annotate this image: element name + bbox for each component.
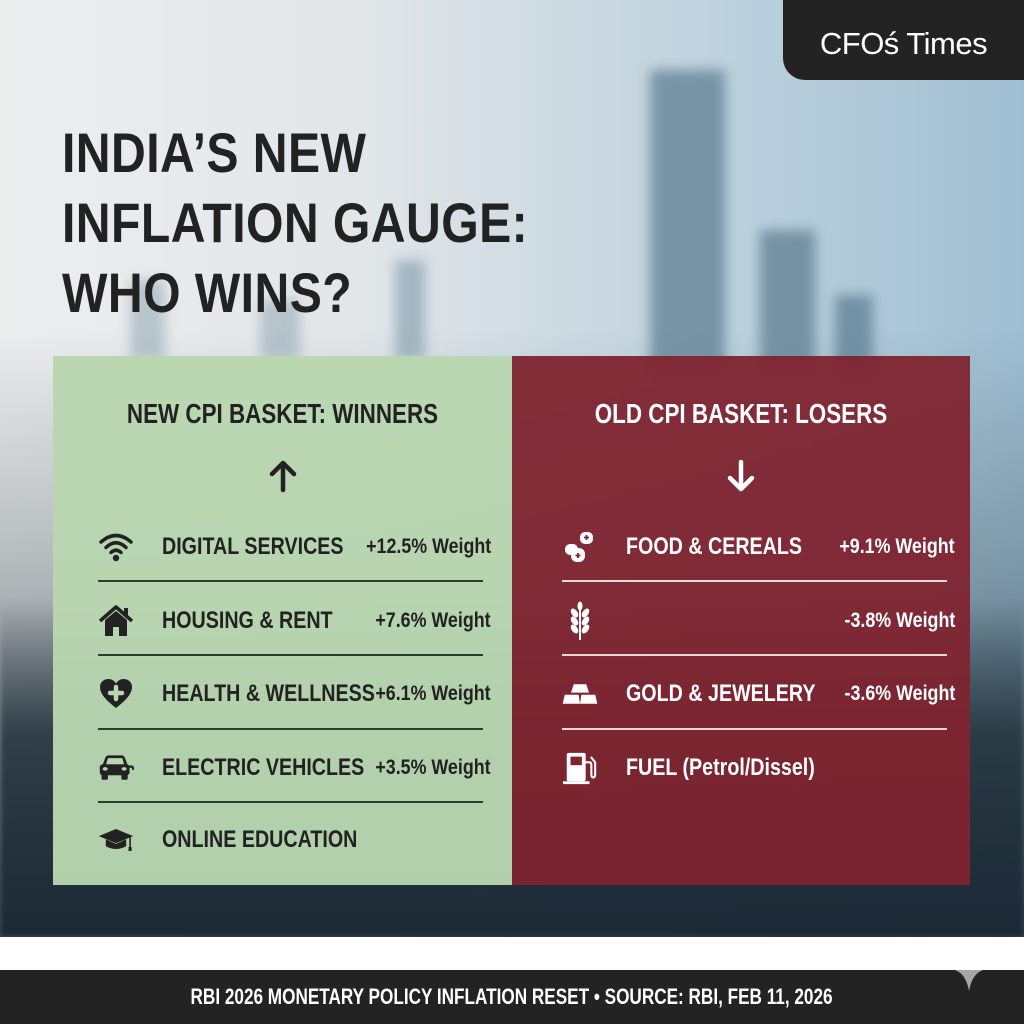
white-separator-strip [0,937,1024,970]
winners-title: NEW CPI BASKET: WINNERS [126,398,439,429]
skyscraper-shape [130,280,165,360]
graduation-cap-icon [98,823,134,857]
item-label: HOUSING & RENT [162,607,333,634]
item-weight: -3.6% Weight [844,682,955,705]
item-weight: +3.5% Weight [375,756,491,779]
winners-row-electric-vehicles: ELECTRIC VEHICLES +3.5% Weight [98,748,491,788]
item-label: HEALTH & WELLNESS [162,680,375,707]
headline-line-3: WHO WINS? [62,261,353,324]
arrow-up-icon [269,460,296,493]
grain-sacks-icon [562,530,598,564]
item-label: DIGITAL SERVICES [162,533,344,560]
item-label: FOOD & CEREALS [626,533,803,560]
heart-plus-icon [98,677,134,711]
row-divider [562,728,947,730]
skyscraper-shape [260,300,300,360]
winners-row-housing-rent: HOUSING & RENT +7.6% Weight [98,601,491,641]
wifi-icon [98,530,134,564]
row-divider [98,654,483,656]
footer-notch-shape [955,970,983,991]
footer-source-text: RBI 2026 MONETARY POLICY INFLATION RESET… [190,984,834,1009]
item-label: FUEL (Petrol/Dissel) [626,754,815,781]
car-icon [98,751,134,785]
item-label: ELECTRIC VEHICLES [162,754,365,781]
item-weight: -3.8% Weight [844,609,955,632]
winners-row-health-wellness: HEALTH & WELLNESS +6.1% Weight [98,674,491,714]
brand-logo-text: CFOś Times [819,26,988,61]
winners-panel: NEW CPI BASKET: WINNERS DIGITAL SERVICES… [53,356,512,885]
item-weight: +6.1% Weight [375,682,491,705]
item-label: ONLINE EDUCATION [162,826,358,853]
fuel-pump-icon [562,751,598,785]
brand-logo-tab: CFOś Times [783,0,1024,80]
losers-row-wheat: -3.8% Weight [562,601,955,641]
house-icon [98,604,134,638]
losers-row-food-cereals: FOOD & CEREALS +9.1% Weight [562,527,955,567]
row-divider [562,580,947,582]
headline: INDIA’S NEW INFLATION GAUGE: WHO WINS? [62,118,529,328]
headline-line-1: INDIA’S NEW [62,121,367,184]
row-divider [98,728,483,730]
skyscraper-shape [760,230,815,370]
skyscraper-shape [395,260,425,360]
losers-title: OLD CPI BASKET: LOSERS [594,398,888,429]
item-label: GOLD & JEWELERY [626,680,816,707]
losers-row-fuel: FUEL (Petrol/Dissel) [562,748,955,788]
row-divider [562,654,947,656]
losers-panel: OLD CPI BASKET: LOSERS FOOD & CEREALS +9… [512,356,970,885]
losers-row-gold-jewelery: GOLD & JEWELERY -3.6% Weight [562,674,955,714]
item-weight: +9.1% Weight [839,535,955,558]
gold-bars-icon [562,677,598,711]
item-weight: +7.6% Weight [375,609,491,632]
winners-row-digital-services: DIGITAL SERVICES +12.5% Weight [98,527,491,567]
footer-bar: RBI 2026 MONETARY POLICY INFLATION RESET… [0,970,1024,1024]
arrow-down-icon [727,459,755,492]
headline-line-2: INFLATION GAUGE: [62,191,529,254]
item-weight: +12.5% Weight [365,535,491,558]
wheat-icon [562,601,598,640]
row-divider [98,580,483,582]
winners-row-online-education: ONLINE EDUCATION [98,820,491,860]
row-divider [98,801,483,803]
skyscraper-shape [650,70,725,370]
